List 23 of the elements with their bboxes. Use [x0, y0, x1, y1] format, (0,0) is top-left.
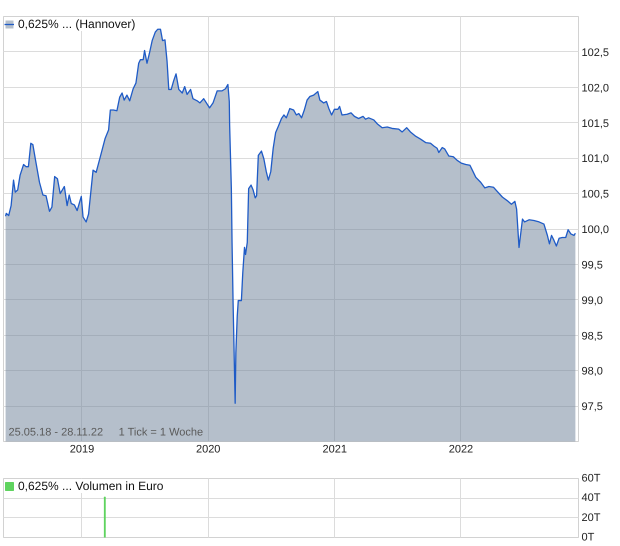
y-tick-label: 20T [582, 512, 601, 524]
y-tick-label: 99,5 [582, 259, 603, 272]
y-tick-label: 101,5 [582, 118, 610, 130]
x-tick-label: 2021 [322, 444, 347, 456]
annotation: 25.05.18 - 28.11.22 [8, 426, 104, 438]
legend-label: 0,625% ... (Hannover) [18, 17, 136, 31]
y-tick-label: 98,5 [582, 330, 603, 342]
annotation: 1 Tick = 1 Woche [118, 426, 204, 438]
y-tick-label: 100,0 [582, 224, 610, 236]
legend-label: 0,625% ... Volumen in Euro [18, 479, 164, 493]
y-tick-label: 101,0 [582, 153, 610, 166]
y-tick-label: 102,5 [582, 46, 610, 59]
y-tick-label: 99,0 [582, 294, 603, 307]
y-tick-label: 100,5 [582, 188, 610, 201]
y-tick-label: 98,0 [582, 366, 603, 378]
x-tick-label: 2020 [196, 444, 220, 456]
y-tick-label: 60T [582, 472, 601, 484]
y-tick-label: 0T [582, 532, 595, 544]
x-tick-label: 2022 [448, 444, 474, 456]
y-tick-label: 97,5 [582, 401, 603, 414]
x-tick-label: 2019 [70, 444, 94, 456]
y-tick-label: 40T [582, 492, 601, 504]
y-tick-label: 102,0 [582, 82, 610, 94]
